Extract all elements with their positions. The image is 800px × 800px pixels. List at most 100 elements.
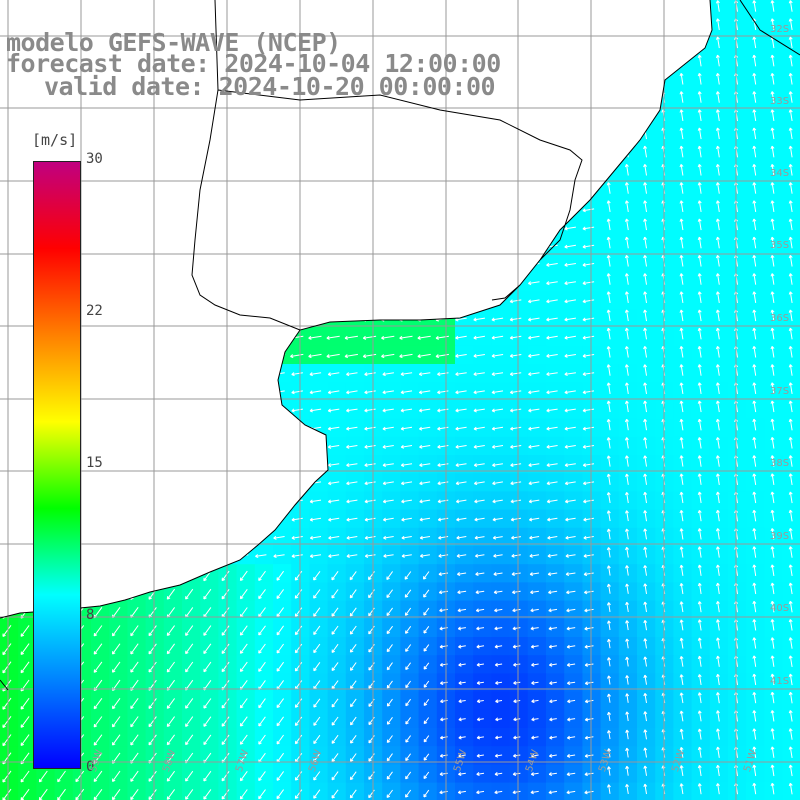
wind-arrow (679, 418, 684, 431)
wind-arrow (548, 626, 558, 631)
wind-arrow (697, 728, 702, 740)
wind-arrow (624, 437, 629, 449)
wind-arrow (185, 716, 194, 727)
wind-arrow (564, 299, 576, 304)
wind-arrow (344, 335, 358, 340)
wind-arrow (349, 625, 357, 635)
wind-arrow (93, 661, 103, 673)
wind-arrow (770, 691, 775, 704)
wind-arrow (752, 0, 757, 12)
wind-arrow (331, 734, 339, 744)
wind-arrow (549, 681, 557, 685)
wind-arrow (697, 528, 702, 540)
wind-arrow (458, 662, 466, 667)
wind-arrow (20, 697, 30, 710)
wind-arrow (331, 571, 339, 581)
wind-arrow (400, 372, 413, 377)
wind-arrow (455, 444, 467, 449)
wind-arrow (401, 554, 412, 558)
wind-arrow (697, 309, 702, 322)
wind-arrow (697, 163, 702, 176)
wind-arrow (291, 408, 303, 413)
wind-arrow (770, 637, 775, 649)
wind-arrow (697, 674, 702, 685)
wind-arrow (788, 455, 793, 467)
wind-arrow (606, 437, 611, 449)
wind-arrow (584, 663, 594, 667)
wind-arrow (148, 625, 157, 637)
wind-arrow (716, 728, 720, 740)
wind-arrow (112, 625, 121, 637)
wind-arrow (476, 662, 484, 667)
wind-arrow (679, 765, 684, 776)
wind-arrow (624, 400, 629, 413)
wind-arrow (474, 499, 485, 504)
wind-arrow (513, 662, 521, 667)
wind-arrow (752, 673, 757, 686)
wind-arrow (20, 661, 30, 674)
wind-arrow (788, 72, 793, 85)
colorbar-unit: [m/s] (32, 131, 78, 149)
wind-arrow (715, 54, 720, 67)
wind-arrow (715, 400, 720, 413)
wind-arrow (697, 218, 702, 231)
wind-arrow (93, 734, 103, 746)
wind-arrow (2, 716, 12, 728)
wind-arrow (584, 772, 594, 777)
wind-arrow (625, 491, 629, 504)
wind-arrow (386, 698, 393, 707)
wind-arrow (313, 771, 321, 781)
wind-arrow (566, 608, 576, 613)
wind-arrow (606, 492, 611, 503)
wind-arrow (530, 772, 539, 776)
wind-arrow (624, 182, 629, 194)
wind-arrow (643, 236, 648, 249)
wind-arrow (643, 455, 648, 467)
wind-arrow (492, 517, 503, 522)
wind-arrow (148, 734, 157, 746)
wind-arrow (474, 553, 485, 558)
wind-arrow (346, 444, 358, 449)
wind-arrow (643, 273, 648, 285)
wind-arrow (679, 692, 684, 704)
wind-arrow (276, 734, 285, 745)
wind-arrow (697, 273, 702, 285)
wind-arrow (327, 408, 340, 413)
wind-arrow (404, 589, 412, 598)
wind-arrow (437, 517, 449, 522)
wind-arrow (715, 236, 720, 249)
wind-arrow (258, 643, 266, 654)
wind-arrow (770, 200, 775, 212)
wind-arrow (528, 481, 540, 486)
wind-arrow (221, 661, 230, 673)
wind-arrow (510, 499, 522, 504)
wind-arrow (625, 473, 629, 485)
wind-arrow (509, 317, 522, 322)
wind-arrow (697, 491, 702, 504)
wind-arrow (788, 746, 793, 758)
wind-arrow (625, 693, 630, 703)
wind-arrow (548, 590, 558, 595)
wind-arrow (752, 72, 757, 85)
wind-arrow (606, 382, 611, 394)
wind-arrow (455, 426, 467, 431)
wind-arrow (291, 390, 303, 395)
wind-arrow (715, 327, 720, 340)
wind-arrow (473, 317, 485, 322)
wind-arrow (679, 91, 684, 103)
wind-arrow (258, 570, 266, 581)
colorbar-tick: 15 (86, 455, 103, 471)
wind-arrow (546, 426, 558, 431)
wind-arrow (770, 364, 775, 376)
wind-arrow (221, 643, 230, 654)
wind-arrow (185, 770, 194, 782)
wind-arrow (788, 782, 793, 795)
wind-arrow (770, 509, 775, 522)
wind-arrow (770, 309, 775, 322)
wind-arrow (643, 200, 648, 212)
wind-arrow (455, 481, 467, 486)
wind-arrow (752, 291, 757, 303)
wind-arrow (364, 390, 376, 395)
wind-arrow (346, 554, 358, 558)
wind-arrow (494, 644, 503, 649)
